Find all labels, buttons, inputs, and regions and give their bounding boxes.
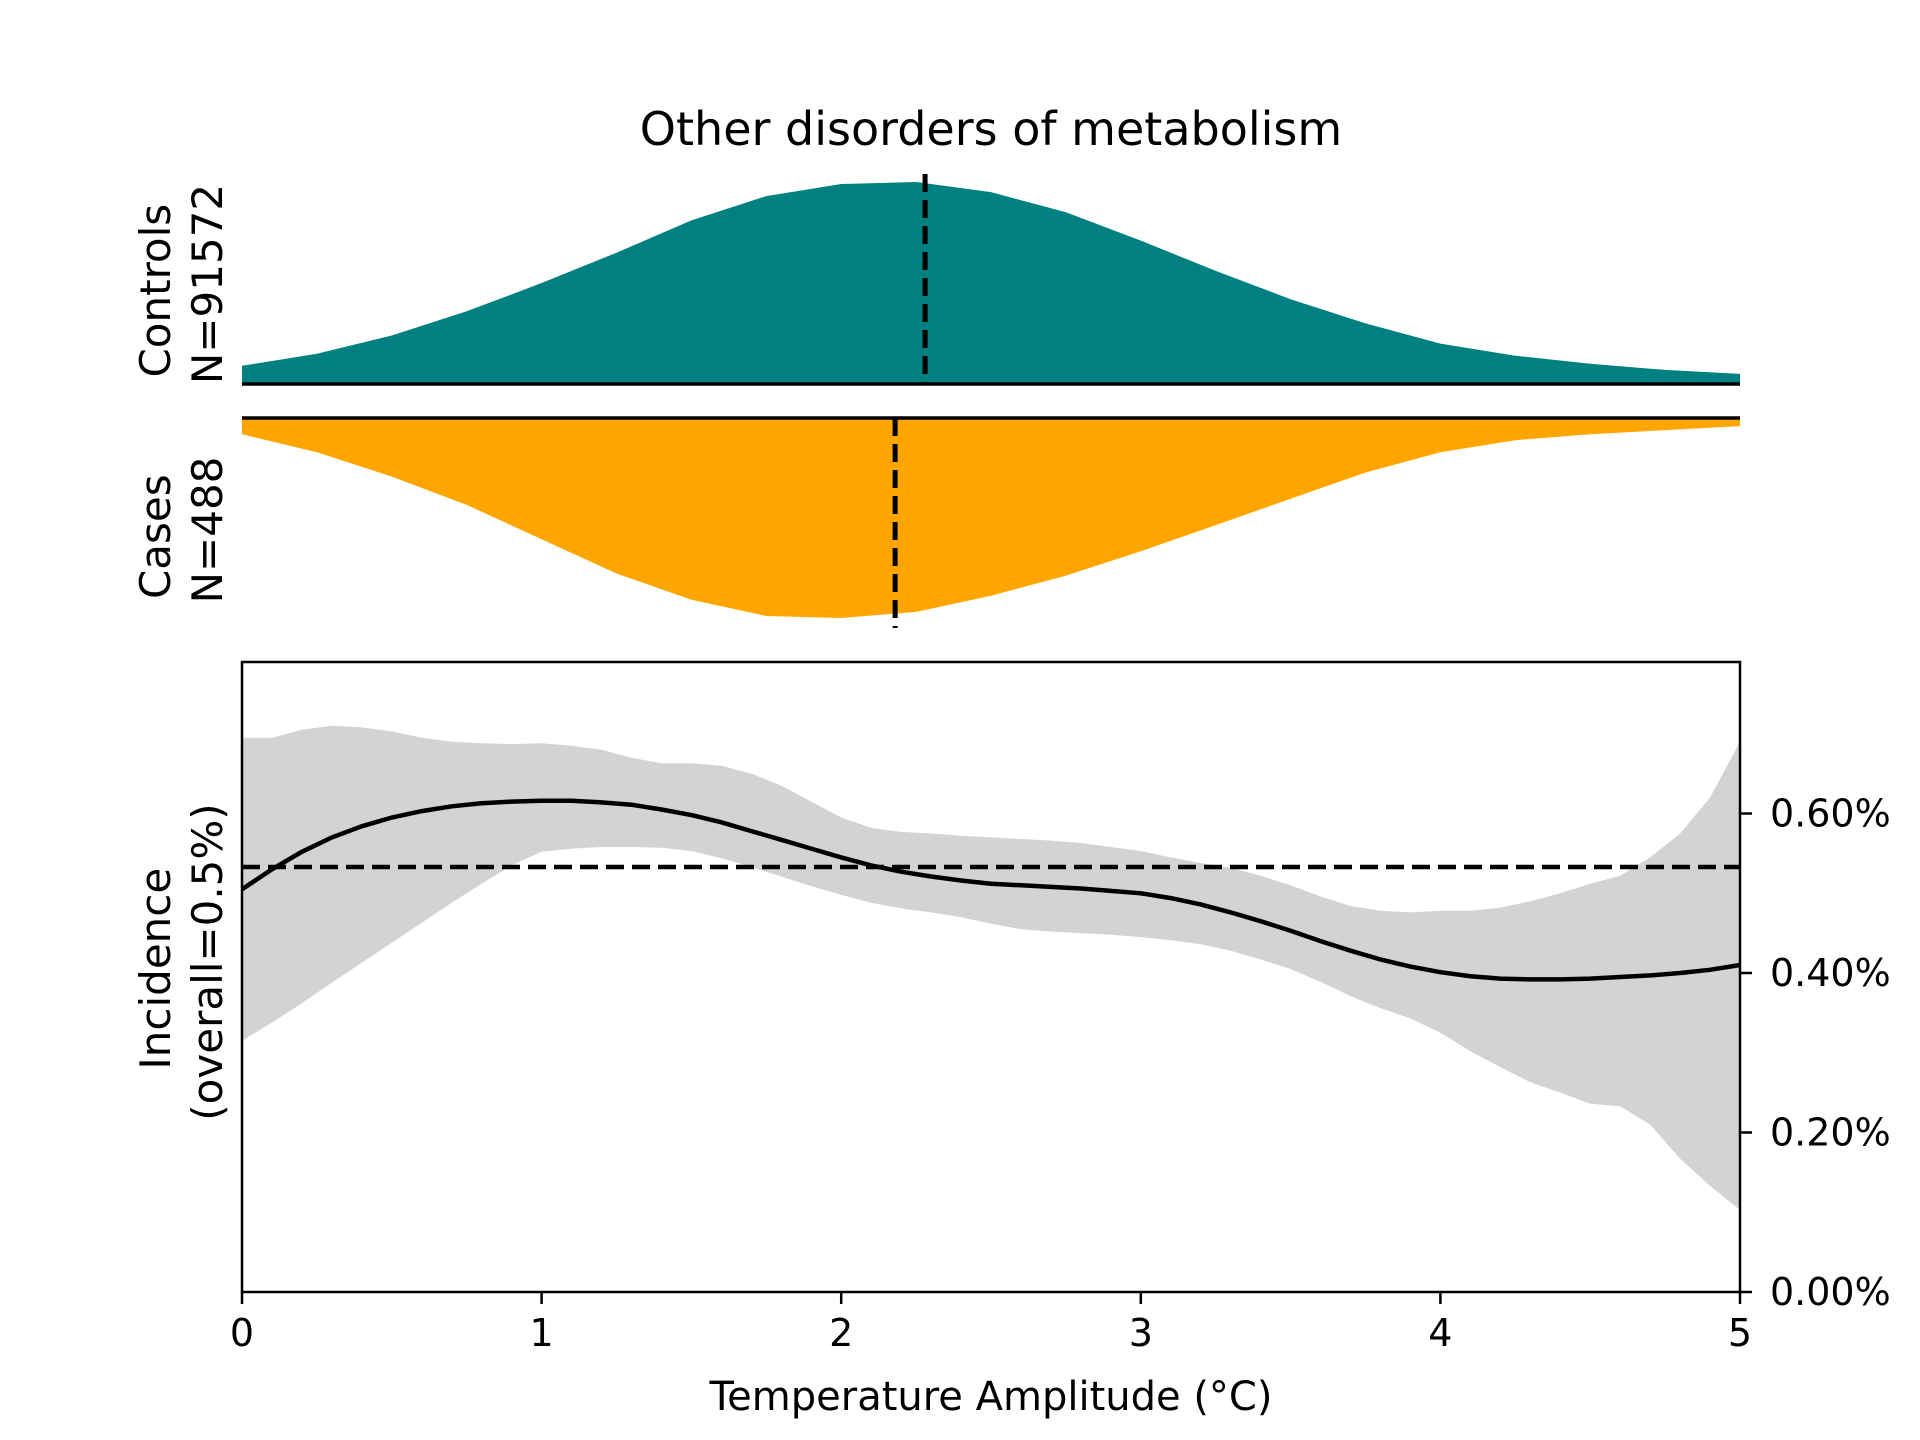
incidence-axes-frame: [240, 660, 1742, 1294]
y-tick-label: 0.40%: [1770, 951, 1891, 995]
y-tick-label: 0.20%: [1770, 1111, 1891, 1155]
chart-title: Other disorders of metabolism: [640, 102, 1342, 156]
x-tick-label: 1: [530, 1311, 554, 1355]
cases-density-area: [242, 418, 1740, 618]
x-tick-label: 0: [230, 1311, 254, 1355]
cases-label: Cases N=488: [131, 457, 232, 604]
controls-panel: Controls N=91572: [131, 174, 1740, 386]
controls-label-line-1: Controls: [131, 204, 180, 378]
x-axis-ticks: 0 1 2 3 4 5: [230, 1292, 1752, 1355]
y-axis-ticks: 0.00% 0.20% 0.40% 0.60%: [1740, 792, 1891, 1314]
y-tick-label: 0.00%: [1770, 1270, 1891, 1314]
controls-label: Controls N=91572: [131, 184, 232, 384]
x-tick-label: 3: [1129, 1311, 1153, 1355]
controls-density-area: [242, 182, 1740, 384]
controls-label-line-2: N=91572: [183, 184, 232, 384]
x-axis-label: Temperature Amplitude (°C): [709, 1374, 1273, 1420]
x-tick-label: 5: [1728, 1311, 1752, 1355]
cases-label-line-2: N=488: [183, 457, 232, 604]
incidence-confidence-band: [242, 725, 1740, 1210]
x-tick-label: 4: [1428, 1311, 1452, 1355]
cases-panel: Cases N=488: [131, 416, 1740, 628]
incidence-panel: 0 1 2 3 4 5 0.00% 0.20% 0.40% 0.60% Temperature …: [131, 660, 1891, 1420]
y-axis-label-line-2: (overall=0.5%): [183, 803, 232, 1120]
y-axis-label-line-1: Incidence: [131, 868, 180, 1070]
incidence-curve: [240, 798, 1741, 982]
cases-label-line-1: Cases: [131, 474, 180, 599]
y-axis-label: Incidence (overall=0.5%): [131, 803, 232, 1120]
x-tick-label: 2: [829, 1311, 853, 1355]
y-tick-label: 0.60%: [1770, 792, 1891, 836]
